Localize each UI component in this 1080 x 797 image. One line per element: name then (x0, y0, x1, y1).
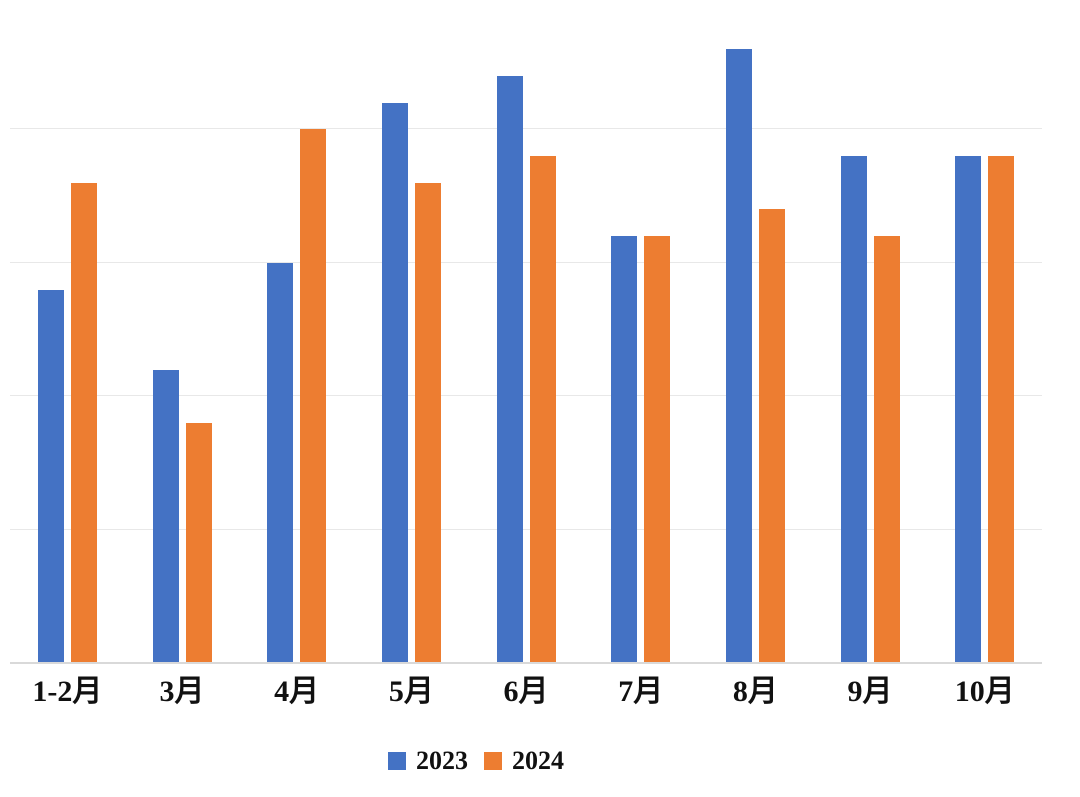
x-axis-labels: 1-2月 3月 4月 5月 6月 7月 8月 9月 10月 (10, 672, 1042, 712)
bar-2023-1-2月 (37, 289, 64, 663)
x-axis-label-4: 5月 (388, 675, 434, 708)
bar-2023-10月 (955, 156, 982, 663)
bar-2023-9月 (840, 156, 867, 663)
legend: 2023 2024 (0, 747, 992, 775)
bar-2024-8月 (758, 209, 785, 663)
legend-label: 2024 (512, 746, 564, 775)
bar-2023-8月 (725, 49, 752, 663)
bar-2024-4月 (300, 129, 327, 663)
bar-2024-7月 (644, 236, 671, 663)
gridline (10, 261, 1042, 263)
legend-item-2024: 2024 (484, 747, 564, 775)
bar-2024-10月 (988, 156, 1015, 663)
bar-2024-3月 (185, 422, 212, 663)
bar-2024-5月 (414, 182, 441, 663)
legend-item-2023: 2023 (388, 747, 468, 775)
legend-swatch-icon (388, 752, 406, 770)
x-axis-label-1: 1-2月 (32, 675, 103, 708)
legend-swatch-icon (484, 752, 502, 770)
x-axis-label-5: 6月 (503, 675, 549, 708)
bar-2024-6月 (529, 156, 556, 663)
bar-2023-7月 (611, 236, 638, 663)
bar-2023-6月 (496, 76, 523, 663)
gridline (10, 128, 1042, 130)
x-axis-label-3: 4月 (274, 675, 320, 708)
x-axis-label-7: 8月 (732, 675, 778, 708)
x-axis-label-9: 10月 (954, 675, 1015, 708)
x-axis-line (10, 662, 1042, 664)
legend-label: 2023 (416, 746, 468, 775)
x-axis-label-8: 9月 (847, 675, 893, 708)
bar-2024-9月 (873, 236, 900, 663)
gridline (10, 395, 1042, 397)
x-axis-label-6: 7月 (618, 675, 664, 708)
plot-area (10, 0, 1042, 664)
bar-2023-4月 (267, 262, 294, 663)
x-axis-label-2: 3月 (159, 675, 205, 708)
gridline (10, 528, 1042, 530)
bar-2023-3月 (152, 369, 179, 663)
bar-2024-1-2月 (70, 182, 97, 663)
bar-2023-5月 (381, 102, 408, 663)
